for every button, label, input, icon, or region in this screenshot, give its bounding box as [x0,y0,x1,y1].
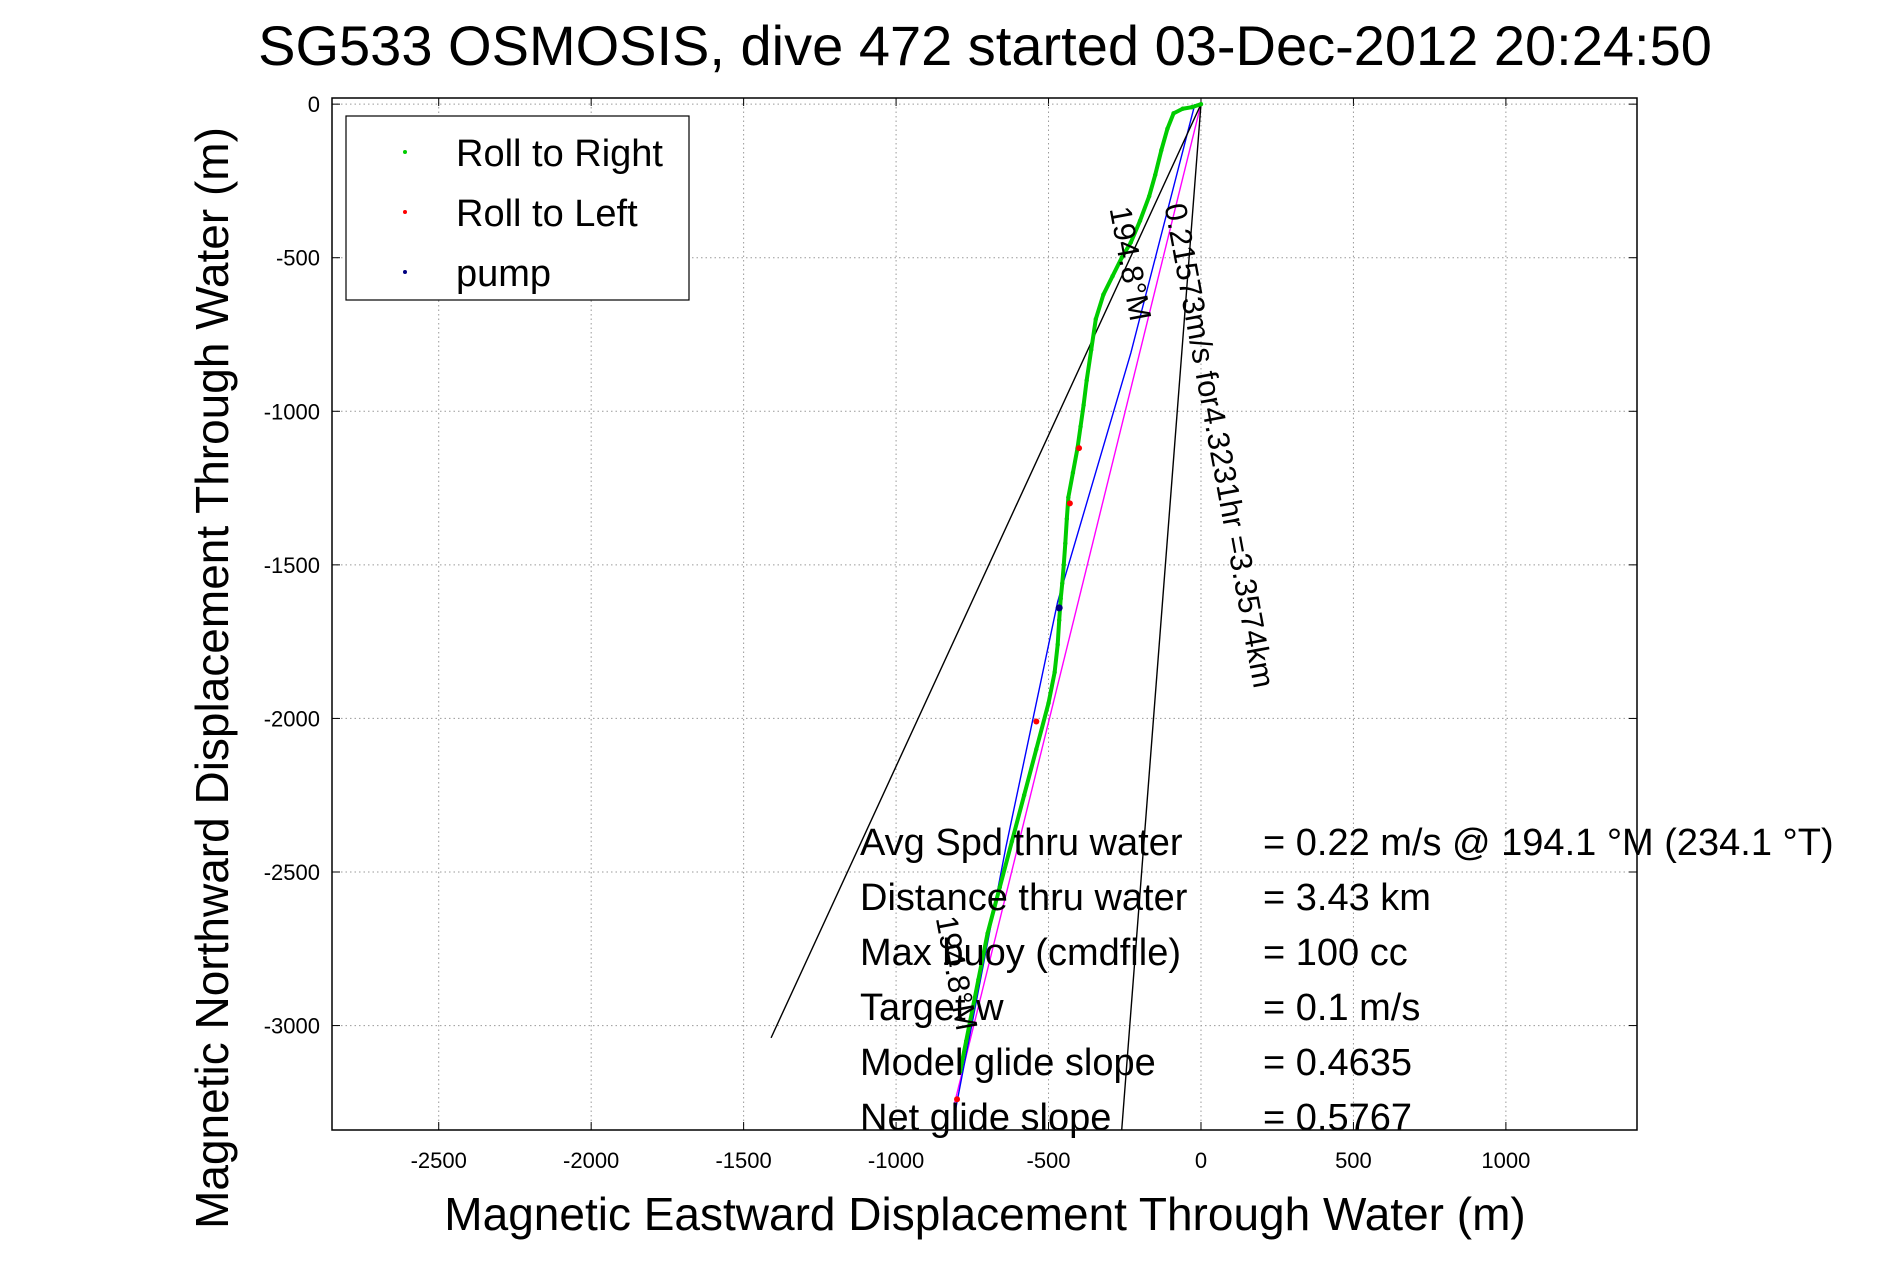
legend-label: Roll to Left [456,193,638,235]
y-tick-label: -2000 [264,706,320,731]
annotation-text: 0.21573m/s for4.3231hr =3.3574km [1158,200,1282,690]
legend-box [345,115,690,301]
data-point [1058,596,1063,601]
y-tick-labels: 0 -500 -1000 -1500 -2000 -2500 -3000 [264,92,320,1038]
data-point [1081,402,1086,408]
data-point [1060,581,1065,586]
x-tick-label: 1000 [1481,1148,1530,1173]
data-point [1064,516,1070,521]
data-point [1076,445,1083,452]
x-tick-label: -1500 [715,1148,771,1173]
x-tick-label: -2000 [563,1148,619,1173]
data-point [1066,500,1073,507]
y-tick-label: -1500 [264,553,320,578]
data-point [1021,793,1027,798]
stats-block: Avg Spd thru water = 0.22 m/s @ 194.1 °M … [860,822,1834,1139]
x-axis-label: Magnetic Eastward Displacement Through W… [444,1188,1525,1240]
grid [332,98,1637,1130]
y-tick-label: -3000 [264,1014,320,1039]
data-point [976,977,981,982]
data-point [1052,670,1057,675]
stat-label: Distance thru water [860,877,1188,919]
data-point [1119,255,1124,260]
stat-value: = 0.5767 [1263,1097,1412,1139]
data-point [1137,218,1143,224]
data-point [1078,424,1083,429]
x-tick-label: 500 [1335,1148,1372,1173]
legend-marker [403,270,407,274]
stat-value: = 0.1 m/s [1263,987,1420,1029]
data-point [1093,316,1098,322]
data-point [1084,378,1089,383]
data-point [1070,470,1076,475]
chart-title: SG533 OSMOSIS, dive 472 started 03-Dec-2… [258,14,1712,77]
y-tick-label: 0 [308,92,320,117]
data-point [1061,562,1066,568]
data-point [1189,105,1195,110]
stat-label: Net glide slope [860,1097,1111,1139]
data-point [1110,273,1115,279]
data-points [954,101,1204,1103]
data-point [1089,347,1094,353]
data-point [997,885,1002,890]
x-tick-label: -500 [1027,1148,1071,1173]
data-point [957,1069,963,1074]
data-point [954,1096,961,1103]
data-point [1046,700,1051,706]
x-tick-labels: -2500 -2000 -1500 -1000 -500 0 500 1000 [411,1148,1531,1173]
data-point [1101,292,1106,297]
legend-label: pump [456,253,551,295]
data-point [970,1008,975,1013]
stat-value: = 100 cc [1263,932,1408,974]
data-point [1165,126,1170,131]
data-point [1180,106,1185,111]
x-tick-label: -1000 [868,1148,924,1173]
stat-label: Model glide slope [860,1042,1156,1084]
stat-label: Max buoy (cmdfile) [860,932,1181,974]
annotation-text: 194.8°M [1103,203,1159,323]
data-point [1171,111,1176,116]
trajectory-line [1121,104,1202,1130]
legend-label: Roll to Right [456,133,663,175]
data-point [964,1038,969,1044]
stat-value: = 3.43 km [1263,877,1431,919]
data-point [1009,839,1015,844]
data-point [1033,718,1040,725]
data-point [1063,541,1068,546]
trajectory-line [770,103,1202,1039]
data-point [1146,194,1152,199]
y-tick-label: -1000 [264,399,320,424]
data-point [1159,148,1164,153]
stat-label: Target w [860,987,1004,1029]
y-tick-label: -500 [276,246,320,271]
data-point [1066,495,1071,500]
data-point [1128,240,1134,245]
data-point [1055,642,1060,647]
data-point [1198,101,1204,107]
x-tick-label: -2500 [411,1148,467,1173]
data-point [1057,617,1062,623]
legend: Roll to Right Roll to Left pump [345,115,690,301]
data-point [1055,604,1063,612]
stat-label: Avg Spd thru water [860,822,1183,864]
y-tick-label: -2500 [264,860,320,885]
data-point [1153,172,1158,177]
y-axis-label: Magnetic Northward Displacement Through … [186,127,238,1229]
data-point [1034,746,1039,752]
legend-marker [403,150,407,154]
stat-value: = 0.4635 [1263,1042,1412,1084]
plot-area-frame [331,97,1638,1131]
legend-marker [403,210,407,214]
data-point [985,931,990,936]
stat-value: = 0.22 m/s @ 194.1 °M (234.1 °T) [1263,822,1834,864]
x-tick-label: 0 [1195,1148,1207,1173]
trajectory-line [953,103,1202,1106]
